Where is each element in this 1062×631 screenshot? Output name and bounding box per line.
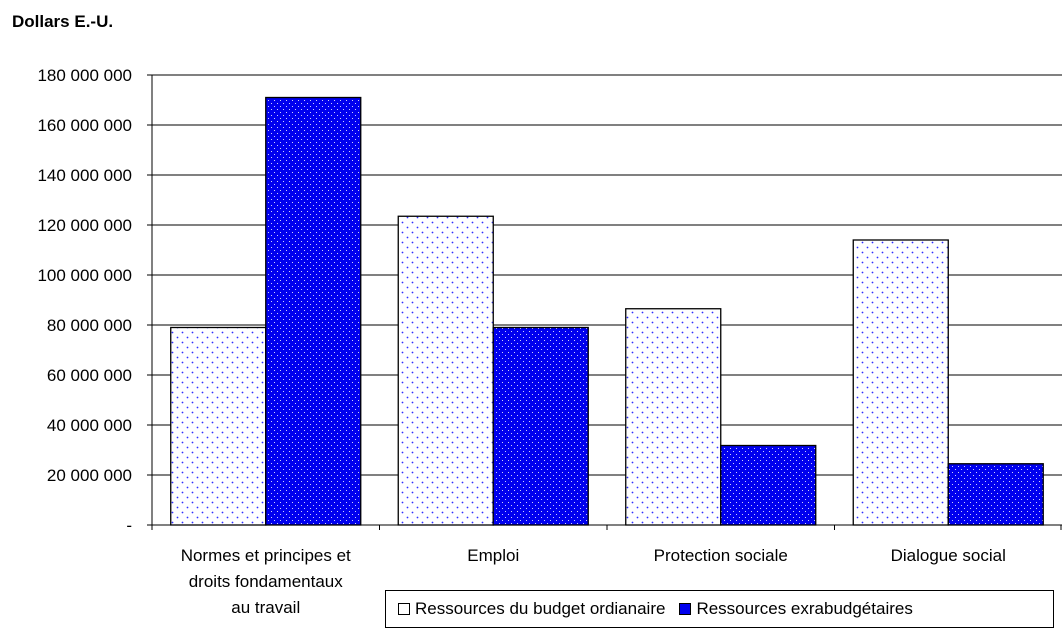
legend-item-extrabudgetary: Ressources exrabudgétaires <box>679 599 913 619</box>
chart-legend: Ressources du budget ordianaire Ressourc… <box>385 590 1054 628</box>
legend-item-regular: Ressources du budget ordianaire <box>398 599 665 619</box>
x-category-label: Normes et principes et <box>181 546 351 565</box>
y-tick-label: 60 000 000 <box>47 366 132 385</box>
y-tick-label: 80 000 000 <box>47 316 132 335</box>
y-tick-label: 160 000 000 <box>37 116 132 135</box>
x-category-label: au travail <box>231 598 300 617</box>
y-axis-unit-label: Dollars E.-U. <box>12 12 114 31</box>
x-category-label: Protection sociale <box>654 546 788 565</box>
y-tick-label: 20 000 000 <box>47 466 132 485</box>
bar-regular-budget <box>852 239 949 526</box>
y-tick-label: 40 000 000 <box>47 416 132 435</box>
legend-label-regular: Ressources du budget ordianaire <box>415 599 666 618</box>
y-tick-label: 140 000 000 <box>37 166 132 185</box>
legend-label-extrabudgetary: Ressources exrabudgétaires <box>696 599 913 618</box>
y-tick-label: - <box>126 516 132 535</box>
bar-extrabudgetary <box>947 463 1044 526</box>
legend-swatch-extrabudgetary <box>679 603 692 615</box>
bar-regular-budget <box>625 308 722 526</box>
bar-extrabudgetary <box>265 96 362 526</box>
bar-extrabudgetary <box>492 326 589 526</box>
bar-regular-budget <box>397 215 494 526</box>
legend-swatch-regular <box>398 603 410 615</box>
x-category-label: Dialogue social <box>891 546 1006 565</box>
y-tick-label: 100 000 000 <box>37 266 132 285</box>
bar-regular-budget <box>170 326 267 526</box>
x-category-label: droits fondamentaux <box>189 572 344 591</box>
bar-extrabudgetary <box>720 444 817 526</box>
x-category-label: Emploi <box>467 546 519 565</box>
y-tick-label: 180 000 000 <box>37 66 132 85</box>
y-tick-label: 120 000 000 <box>37 216 132 235</box>
